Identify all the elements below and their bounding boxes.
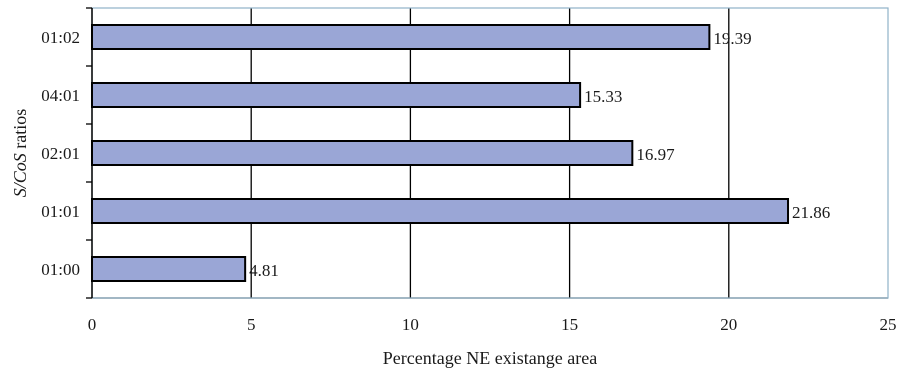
bar-value-label: 4.81 <box>249 261 279 280</box>
x-tick-label: 20 <box>720 315 737 334</box>
y-tick-label: 02:01 <box>41 144 80 163</box>
x-tick-labels: 0 5 10 15 20 25 <box>88 315 897 334</box>
y-axis-title-suffix: ratios <box>10 109 30 154</box>
x-axis-title: Percentage NE existange area <box>383 348 597 368</box>
bar-value-label: 21.86 <box>792 203 830 222</box>
y-axis-title: S/CoS ratios <box>10 109 30 198</box>
bar-01-01 <box>91 198 790 224</box>
x-tick-label: 0 <box>88 315 97 334</box>
bar-value-label: 19.39 <box>713 29 751 48</box>
axes <box>86 7 93 299</box>
x-tick-label: 10 <box>402 315 419 334</box>
bar-value-label: 16.97 <box>636 145 675 164</box>
y-tick-label: 01:01 <box>41 202 80 221</box>
y-axis-title-variable: S/CoS <box>10 153 30 197</box>
y-tick-label: 01:00 <box>41 260 80 279</box>
y-tick-labels: 01:00 01:01 02:01 04:01 01:02 <box>41 28 80 279</box>
bar-04-01 <box>91 82 582 108</box>
x-tick-label: 5 <box>247 315 256 334</box>
x-tick-label: 25 <box>880 315 897 334</box>
bars <box>91 24 790 282</box>
data-labels: 4.81 21.86 16.97 15.33 19.39 <box>249 29 830 280</box>
y-tick-label: 04:01 <box>41 86 80 105</box>
bar-01-02 <box>91 24 711 50</box>
bar-value-label: 15.33 <box>584 87 622 106</box>
y-tick-label: 01:02 <box>41 28 80 47</box>
bar-01-00 <box>91 256 247 282</box>
bar-02-01 <box>91 140 634 166</box>
x-tick-label: 15 <box>561 315 578 334</box>
